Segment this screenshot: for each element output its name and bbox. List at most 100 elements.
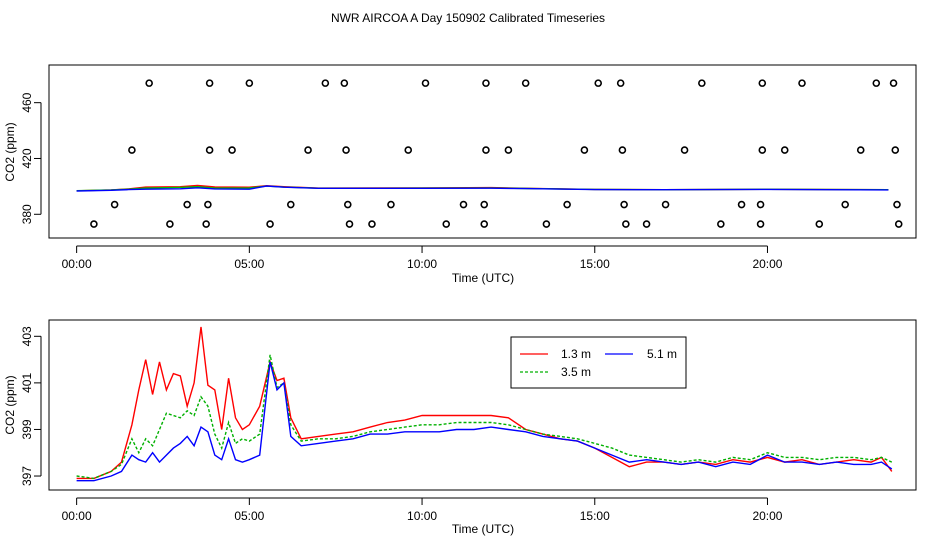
top-plot-frame — [48, 64, 917, 239]
marker-point — [387, 200, 395, 209]
bottom-x-tick-label: 05:00 — [234, 509, 264, 523]
marker-point — [680, 146, 689, 154]
bottom-x-axis: 00:00 05:00 10:00 15:00 20:00 — [62, 497, 783, 523]
top-x-axis-label: Time (UTC) — [452, 271, 514, 285]
marker-point — [321, 79, 330, 87]
top-series-5-1-m — [76, 185, 889, 192]
marker-point — [304, 146, 312, 154]
top-y-tick-label: 460 — [20, 92, 34, 112]
legend-box — [510, 336, 687, 389]
legend-label-1-3m: 1.3 m — [561, 347, 591, 361]
figure-title: NWR AIRCOA A Day 150902 Calibrated Times… — [331, 11, 605, 25]
marker-point — [504, 146, 513, 154]
marker-point — [889, 79, 898, 87]
bottom-y-tick-label: 399 — [20, 419, 34, 439]
top-x-axis: 00:00 05:00 10:00 15:00 20:00 — [62, 245, 783, 271]
bottom-plot-frame — [48, 319, 917, 491]
marker-point — [442, 220, 451, 228]
bottom-x-tick-label: 20:00 — [752, 509, 782, 523]
marker-point — [343, 200, 352, 209]
marker-point — [891, 146, 900, 154]
marker-point — [798, 79, 806, 87]
marker-point — [342, 146, 350, 154]
marker-point — [245, 79, 254, 87]
marker-point — [145, 79, 153, 87]
bottom-series-5-1-m — [76, 361, 893, 482]
top-y-tick-label: 380 — [20, 204, 34, 224]
marker-point — [894, 220, 903, 228]
bottom-y-axis-label: CO2 (ppm) — [3, 375, 17, 434]
marker-point — [758, 146, 767, 154]
bottom-series-1-3-m — [76, 326, 893, 480]
bottom-y-tick-label: 397 — [20, 466, 34, 486]
marker-point — [345, 220, 354, 228]
marker-point — [616, 79, 625, 87]
top-panel: 00:00 05:00 10:00 15:00 20:00 380 420 460 Time… — [3, 64, 917, 285]
marker-point — [459, 200, 468, 209]
bottom-y-tick-label: 403 — [20, 326, 34, 346]
marker-point — [563, 200, 571, 209]
marker-point — [368, 220, 376, 228]
top-y-axis: 380 420 460 — [20, 92, 42, 224]
marker-point — [202, 220, 210, 228]
marker-point — [204, 200, 212, 209]
marker-point — [90, 220, 98, 228]
marker-point — [482, 79, 490, 87]
marker-point — [166, 220, 174, 228]
bottom-series-lines — [76, 326, 893, 482]
top-x-tick-label: 00:00 — [62, 257, 92, 271]
bottom-panel: 00:00 05:00 10:00 15:00 20:00 397 399 401 403 1… — [3, 319, 917, 536]
legend-label-3-5m: 3.5 m — [561, 365, 591, 379]
marker-point — [661, 200, 670, 209]
marker-point — [717, 220, 725, 228]
marker-point — [622, 220, 630, 228]
marker-point — [856, 146, 865, 154]
marker-point — [780, 146, 789, 154]
marker-point — [580, 146, 589, 154]
bottom-x-tick-label: 10:00 — [407, 509, 437, 523]
top-marker-points — [90, 79, 903, 228]
bottom-x-axis-label: Time (UTC) — [452, 522, 514, 536]
marker-point — [815, 220, 824, 228]
legend-label-5-1m: 5.1 m — [647, 347, 677, 361]
marker-point — [618, 146, 627, 154]
marker-point — [756, 200, 765, 209]
bottom-x-tick-label: 00:00 — [62, 509, 92, 523]
marker-point — [205, 79, 214, 87]
marker-point — [642, 220, 651, 228]
legend: 1.3 m 5.1 m 3.5 m — [510, 336, 687, 389]
marker-point — [421, 79, 430, 87]
marker-point — [480, 220, 489, 228]
marker-point — [228, 146, 236, 154]
top-y-axis-label: CO2 (ppm) — [3, 122, 17, 181]
marker-point — [594, 79, 603, 87]
marker-point — [183, 200, 191, 209]
marker-point — [620, 200, 628, 209]
top-y-tick-label: 420 — [20, 148, 34, 168]
marker-point — [758, 79, 767, 87]
marker-point — [737, 200, 746, 209]
marker-point — [893, 200, 901, 209]
top-series-lines — [76, 184, 889, 192]
marker-point — [542, 220, 551, 228]
marker-point — [266, 220, 274, 228]
marker-point — [482, 146, 490, 154]
top-x-tick-label: 05:00 — [234, 257, 264, 271]
marker-point — [110, 200, 119, 209]
marker-point — [480, 200, 489, 209]
bottom-y-tick-label: 401 — [20, 373, 34, 393]
bottom-series-3-5-m — [76, 354, 893, 480]
marker-point — [872, 79, 881, 87]
bottom-x-tick-label: 15:00 — [580, 509, 610, 523]
marker-point — [841, 200, 849, 209]
top-x-tick-label: 10:00 — [407, 257, 437, 271]
top-x-tick-label: 15:00 — [580, 257, 610, 271]
marker-point — [128, 146, 136, 154]
marker-point — [756, 220, 765, 228]
marker-point — [521, 79, 530, 87]
marker-point — [698, 79, 706, 87]
marker-point — [340, 79, 349, 87]
top-x-tick-label: 20:00 — [752, 257, 782, 271]
bottom-y-axis: 397 399 401 403 — [20, 326, 42, 486]
